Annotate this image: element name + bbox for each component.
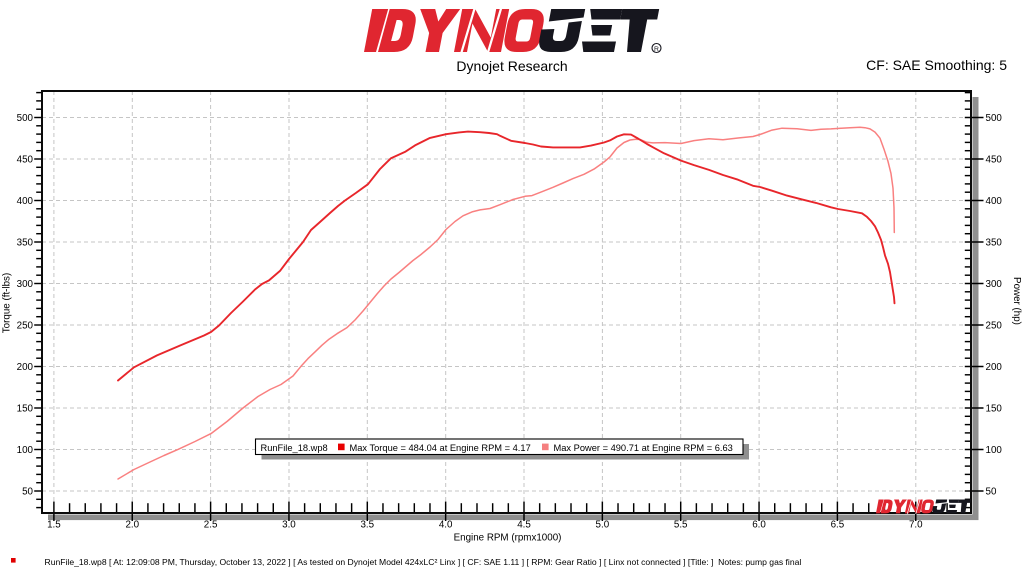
svg-text:RunFile_18.wp8 [ At: 12:09:08: RunFile_18.wp8 [ At: 12:09:08 PM, Thursd…	[45, 557, 802, 567]
svg-text:250: 250	[986, 320, 1003, 331]
svg-text:7.0: 7.0	[909, 520, 923, 531]
svg-text:300: 300	[986, 279, 1003, 290]
svg-text:5.0: 5.0	[596, 520, 610, 531]
svg-text:500: 500	[17, 113, 34, 124]
svg-text:150: 150	[17, 403, 34, 414]
svg-text:R: R	[654, 46, 659, 53]
svg-text:450: 450	[986, 154, 1003, 165]
svg-text:4.0: 4.0	[439, 520, 453, 531]
svg-text:100: 100	[17, 445, 34, 456]
svg-text:400: 400	[986, 196, 1003, 207]
svg-text:100: 100	[986, 445, 1003, 456]
svg-text:Max Torque = 484.04 at Engine: Max Torque = 484.04 at Engine RPM = 4.17	[350, 443, 531, 453]
svg-text:500: 500	[986, 113, 1003, 124]
svg-text:50: 50	[986, 486, 997, 497]
svg-text:Torque (ft-lbs): Torque (ft-lbs)	[2, 273, 13, 333]
svg-text:6.5: 6.5	[831, 520, 845, 531]
svg-text:50: 50	[22, 486, 33, 497]
svg-text:200: 200	[17, 362, 34, 373]
svg-text:RunFile_18.wp8: RunFile_18.wp8	[261, 443, 328, 453]
svg-text:150: 150	[986, 403, 1003, 414]
svg-text:1.5: 1.5	[47, 520, 61, 531]
svg-text:250: 250	[17, 320, 34, 331]
svg-text:Max Power = 490.71 at Engine R: Max Power = 490.71 at Engine RPM = 6.63	[554, 443, 733, 453]
svg-text:300: 300	[17, 279, 34, 290]
svg-text:400: 400	[17, 196, 34, 207]
svg-text:4.5: 4.5	[517, 520, 531, 531]
svg-text:Engine RPM (rpmx1000): Engine RPM (rpmx1000)	[454, 533, 562, 544]
svg-text:3.5: 3.5	[360, 520, 374, 531]
svg-text:350: 350	[986, 237, 1003, 248]
svg-text:Power (hp): Power (hp)	[1011, 277, 1022, 325]
svg-text:200: 200	[986, 362, 1003, 373]
svg-text:2.5: 2.5	[204, 520, 218, 531]
svg-text:450: 450	[17, 154, 34, 165]
svg-text:6.0: 6.0	[752, 520, 766, 531]
svg-text:5.5: 5.5	[674, 520, 688, 531]
svg-text:2.0: 2.0	[125, 520, 139, 531]
svg-text:350: 350	[17, 237, 34, 248]
svg-text:3.0: 3.0	[282, 520, 296, 531]
